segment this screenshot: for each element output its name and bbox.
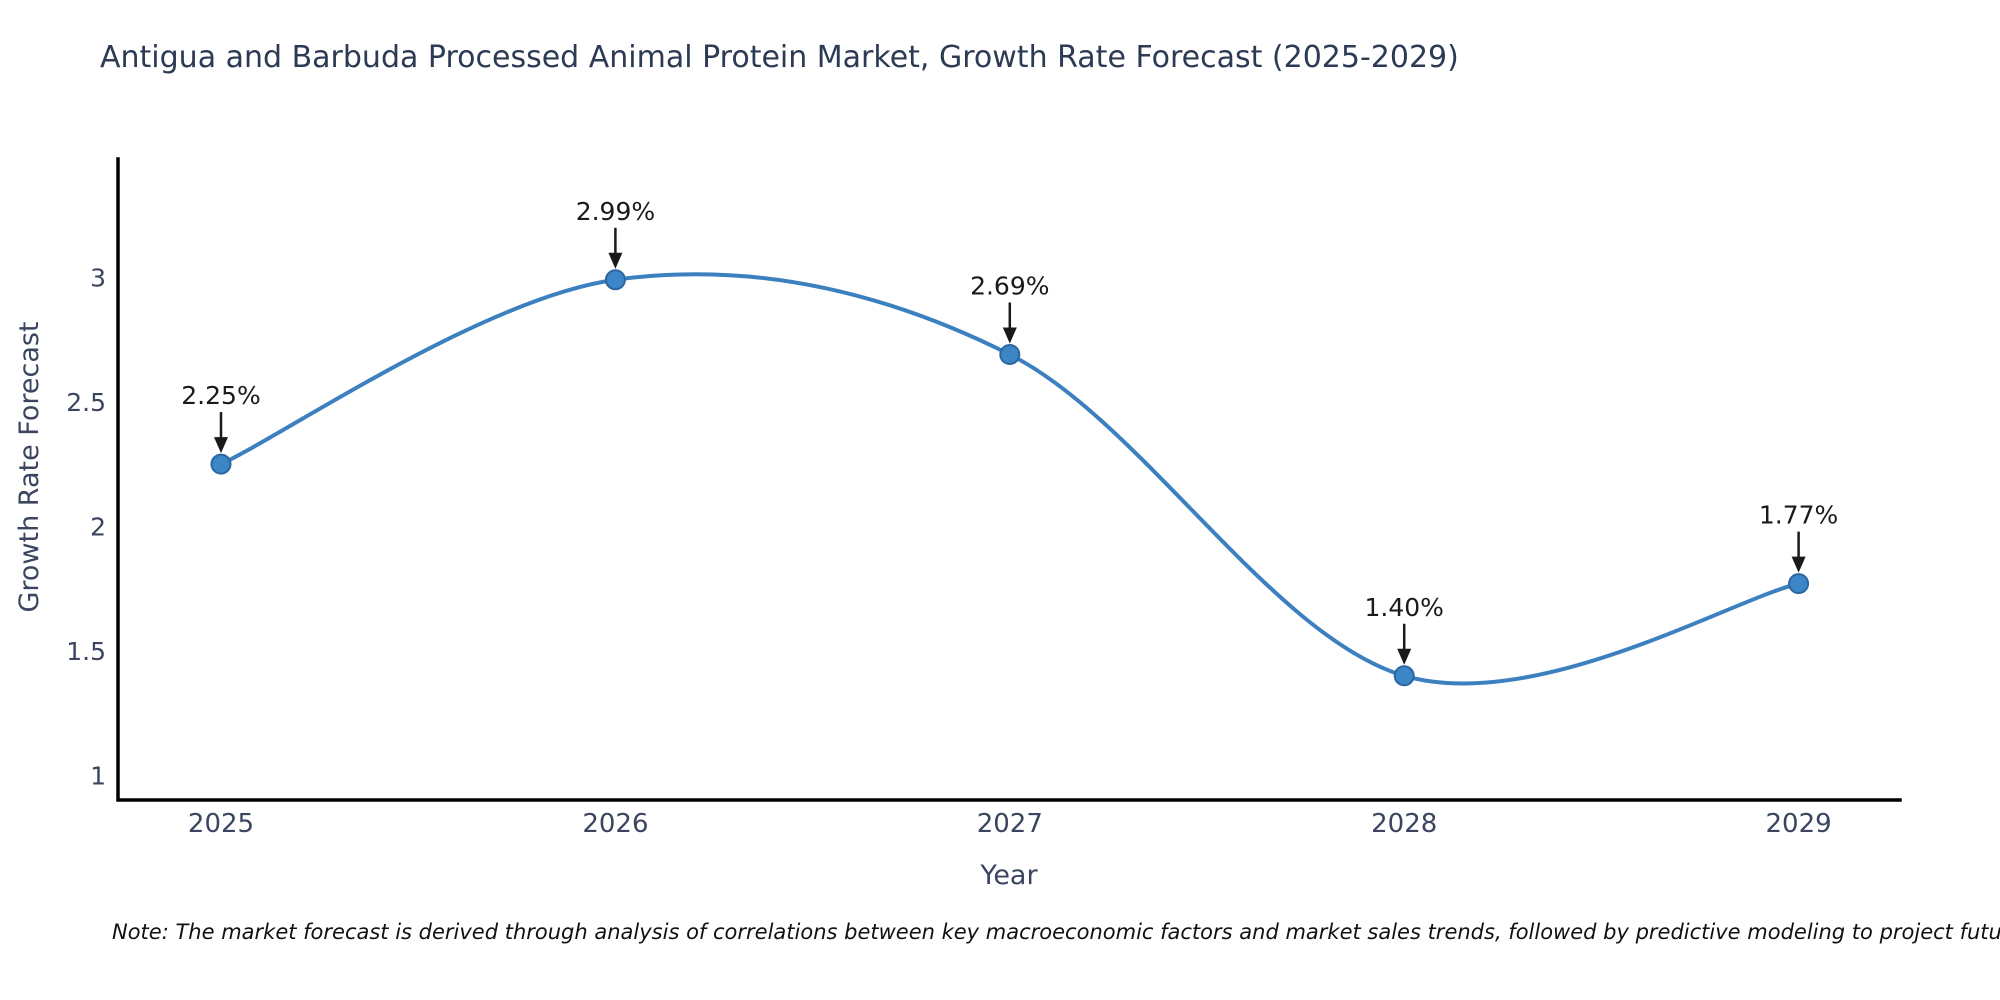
chart-title: Antigua and Barbuda Processed Animal Pro…	[100, 40, 1459, 75]
x-axis-tick-label: 2026	[582, 809, 648, 839]
footnote: Note: The market forecast is derived thr…	[112, 920, 2000, 944]
y-axis-tick-label: 2	[90, 512, 106, 541]
x-axis-tick-label: 2028	[1371, 809, 1437, 839]
y-axis-title: Growth Rate Forecast	[14, 321, 45, 612]
data-point-marker	[1788, 573, 1810, 595]
data-point-label: 2.69%	[970, 271, 1049, 300]
data-point-marker	[604, 269, 626, 291]
annotation-arrowhead-icon	[1002, 327, 1017, 344]
y-axis-tick-label: 1.5	[66, 637, 106, 666]
data-point-label: 1.40%	[1364, 593, 1443, 622]
y-axis-tick-label: 3	[90, 263, 106, 292]
axis-spines	[116, 157, 1902, 802]
data-point-label: 2.99%	[576, 197, 655, 226]
x-axis-tick-label: 2025	[188, 809, 254, 839]
annotation-arrowhead-icon	[608, 252, 623, 269]
annotation-arrowhead-icon	[1791, 556, 1806, 573]
y-axis-tick-label: 2.5	[66, 388, 106, 417]
annotation-arrowhead-icon	[214, 437, 228, 454]
x-axis-tick-label: 2029	[1766, 809, 1832, 839]
x-axis-tick-label: 2027	[977, 809, 1043, 839]
y-axis-tick-label: 1	[90, 761, 106, 790]
data-point-marker	[1393, 665, 1415, 687]
x-axis-title: Year	[979, 860, 1038, 891]
data-point-marker	[999, 343, 1021, 365]
data-point-label: 1.77%	[1759, 501, 1838, 530]
data-point-label: 2.25%	[181, 381, 260, 410]
data-point-marker	[210, 453, 232, 475]
annotation-arrowhead-icon	[1397, 648, 1412, 665]
